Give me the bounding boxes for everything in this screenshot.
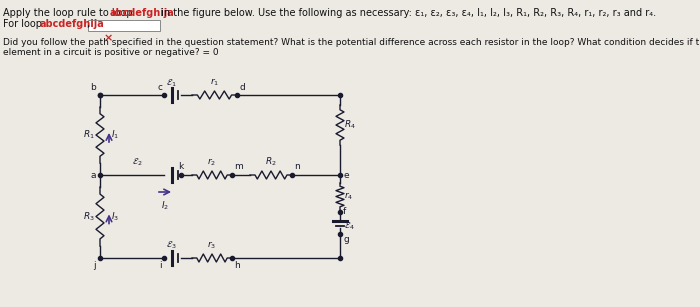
Text: in the figure below. Use the following as necessary: ε₁, ε₂, ε₃, ε₄, I₁, I₂, I₃,: in the figure below. Use the following a… (158, 8, 656, 18)
Text: abcdefghija: abcdefghija (40, 19, 105, 29)
Text: $I_1$: $I_1$ (111, 129, 119, 141)
Text: $I_3$: $I_3$ (111, 210, 119, 223)
Text: $r_1$: $r_1$ (210, 76, 219, 88)
Text: $I_2$: $I_2$ (161, 200, 169, 212)
Text: $\mathcal{E}_2$: $\mathcal{E}_2$ (132, 157, 142, 168)
Text: g: g (343, 235, 349, 244)
Text: a: a (90, 170, 96, 180)
Text: $\mathcal{E}_3$: $\mathcal{E}_3$ (166, 239, 176, 251)
Text: n: n (294, 162, 300, 171)
Text: $R_2$: $R_2$ (265, 156, 276, 168)
Text: i: i (160, 261, 162, 270)
Text: abcdefghija: abcdefghija (110, 8, 175, 18)
Text: Did you follow the path specified in the question statement? What is the potenti: Did you follow the path specified in the… (3, 38, 700, 47)
Text: h: h (234, 261, 239, 270)
Text: $r_3$: $r_3$ (207, 239, 216, 251)
Text: k: k (178, 162, 183, 171)
Text: f: f (343, 208, 346, 216)
Text: e: e (343, 170, 349, 180)
Text: $\mathcal{E}_4$: $\mathcal{E}_4$ (344, 220, 355, 232)
Text: $R_3$: $R_3$ (83, 210, 95, 223)
Text: j: j (93, 261, 96, 270)
FancyBboxPatch shape (88, 20, 160, 31)
Text: $\mathcal{E}_1$: $\mathcal{E}_1$ (166, 77, 176, 89)
Text: $r_2$: $r_2$ (207, 157, 216, 168)
Text: $r_4$: $r_4$ (344, 191, 354, 202)
Text: $R_1$: $R_1$ (83, 129, 95, 141)
Text: d: d (239, 83, 245, 92)
Text: c: c (157, 83, 162, 92)
Text: element in a circuit is positive or negative? = 0: element in a circuit is positive or nega… (3, 48, 218, 57)
Text: m: m (234, 162, 243, 171)
Text: ×: × (104, 33, 113, 43)
Text: Apply the loop rule to loop: Apply the loop rule to loop (3, 8, 136, 18)
Text: $R_4$: $R_4$ (344, 119, 356, 131)
Text: For loop: For loop (3, 19, 45, 29)
Text: ,: , (86, 19, 89, 29)
Text: b: b (90, 83, 96, 92)
